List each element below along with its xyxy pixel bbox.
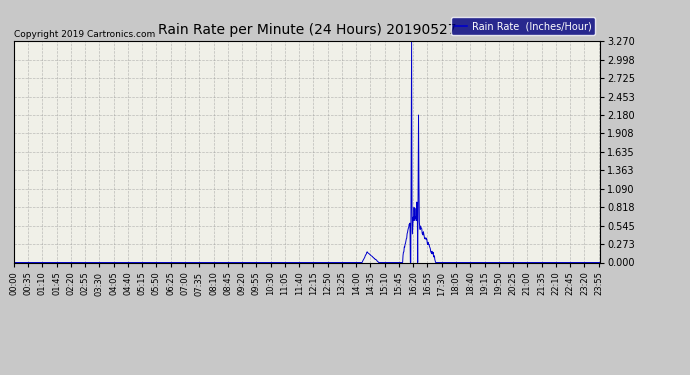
Title: Rain Rate per Minute (24 Hours) 20190527: Rain Rate per Minute (24 Hours) 20190527 [158, 23, 456, 37]
Text: Copyright 2019 Cartronics.com: Copyright 2019 Cartronics.com [14, 30, 156, 39]
Legend: Rain Rate  (Inches/Hour): Rain Rate (Inches/Hour) [451, 17, 595, 35]
